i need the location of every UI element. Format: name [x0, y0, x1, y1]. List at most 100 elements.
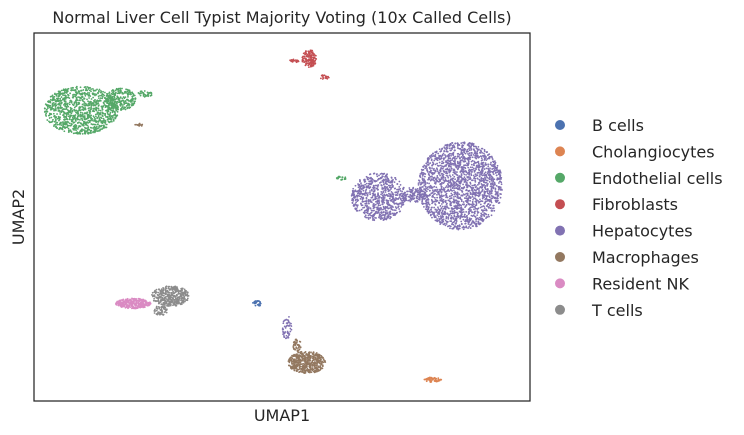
data-point [475, 224, 477, 226]
data-point [70, 89, 73, 91]
data-point [435, 190, 438, 193]
data-point [398, 186, 401, 188]
data-point [440, 185, 443, 187]
data-point [457, 200, 460, 203]
data-point [433, 206, 436, 209]
data-point [478, 201, 480, 204]
data-point [62, 108, 65, 111]
data-point [492, 184, 495, 187]
data-point [431, 161, 434, 164]
data-point [84, 89, 87, 92]
data-point [391, 196, 394, 199]
data-point [488, 196, 491, 199]
data-point [492, 167, 495, 170]
data-point [471, 215, 474, 218]
data-point [308, 66, 310, 69]
data-point [440, 183, 443, 185]
data-point [96, 92, 99, 94]
data-point [436, 162, 438, 165]
data-point [423, 188, 425, 190]
data-point [426, 169, 428, 172]
data-point [374, 203, 377, 206]
data-point [67, 93, 69, 96]
data-point [312, 351, 315, 354]
data-point [52, 118, 54, 121]
data-point [45, 109, 48, 111]
data-point [399, 210, 402, 213]
data-point [479, 198, 481, 201]
data-point [411, 192, 414, 194]
data-point [492, 163, 495, 166]
cluster-3 [281, 315, 293, 340]
data-point [80, 130, 83, 133]
data-point [125, 102, 128, 105]
data-point [104, 91, 106, 94]
data-point [72, 127, 75, 130]
data-point [118, 89, 120, 92]
data-point [481, 189, 484, 192]
data-point [312, 56, 315, 59]
data-point [372, 190, 375, 193]
data-point [92, 115, 95, 118]
data-point [466, 179, 469, 182]
data-point [450, 149, 452, 152]
data-point [89, 112, 91, 115]
data-point [450, 163, 453, 166]
data-point [418, 196, 421, 199]
data-point [433, 196, 436, 199]
data-point [301, 370, 304, 372]
data-point [291, 363, 293, 365]
data-point [453, 164, 455, 166]
data-point [85, 87, 87, 90]
data-point [52, 97, 55, 100]
data-point [381, 203, 384, 206]
data-point [444, 186, 447, 189]
data-point [367, 208, 369, 211]
data-point [429, 189, 431, 192]
data-point [71, 116, 74, 119]
data-point [115, 116, 117, 118]
data-point [484, 185, 487, 187]
data-point [435, 156, 438, 159]
data-point [436, 380, 439, 383]
data-point [78, 90, 81, 93]
data-point [352, 198, 355, 201]
data-point [453, 181, 455, 184]
data-point [80, 122, 83, 125]
data-point [416, 190, 418, 192]
data-point [464, 197, 466, 199]
data-point [365, 202, 368, 205]
data-point [289, 365, 292, 368]
data-point [440, 191, 443, 194]
data-point [301, 60, 304, 63]
data-point [468, 173, 471, 176]
data-point [352, 199, 355, 202]
data-point [462, 170, 464, 173]
data-point [119, 87, 122, 90]
data-point [289, 327, 292, 330]
data-point [128, 103, 131, 106]
data-point [426, 209, 429, 212]
data-point [500, 183, 503, 186]
data-point [75, 109, 78, 112]
data-point [361, 192, 364, 195]
data-point [450, 204, 453, 207]
data-point [436, 164, 439, 167]
data-point [466, 219, 469, 221]
data-point [50, 116, 53, 119]
data-point [384, 208, 387, 210]
data-point [84, 107, 87, 110]
data-point [99, 99, 102, 102]
data-point [469, 156, 472, 159]
data-point [93, 110, 96, 113]
data-point [490, 164, 493, 167]
data-point [454, 222, 457, 225]
data-point [384, 176, 386, 178]
data-point [483, 148, 486, 151]
data-point [486, 200, 488, 203]
data-point [84, 118, 87, 121]
data-point [436, 199, 439, 202]
data-point [464, 222, 467, 225]
data-point [445, 217, 448, 220]
data-point [480, 176, 483, 179]
